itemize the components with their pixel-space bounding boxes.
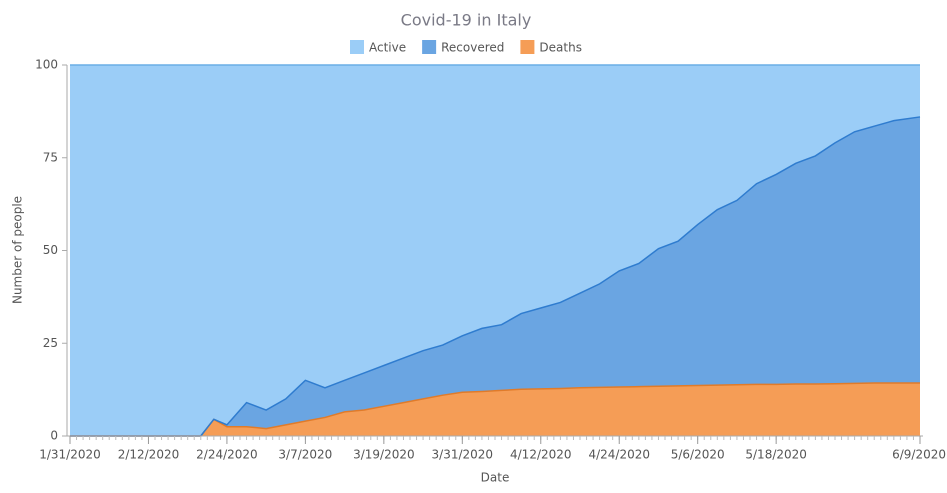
area-fill [70, 116, 920, 436]
legend-swatch [422, 40, 437, 54]
legend-label: Deaths [539, 41, 582, 55]
legend-swatch [520, 40, 535, 54]
x-tick-label: 2/24/2020 [196, 448, 258, 462]
legend-label: Recovered [441, 41, 504, 55]
area-line [70, 116, 921, 437]
chart-title: Covid-19 in Italy [401, 11, 532, 30]
x-tick-label: 3/19/2020 [353, 448, 415, 462]
x-tick-label: 2/12/2020 [118, 448, 180, 462]
x-tick-label: 4/24/2020 [588, 448, 650, 462]
legend-swatch [350, 40, 364, 54]
y-tick-label: 75 [43, 150, 58, 164]
area-fill [70, 65, 920, 436]
x-axis-label: Date [481, 471, 510, 485]
axes: 0 25 50 75 100 1/31/2020 2/12/2020 2/24/2020 3/7… [35, 58, 946, 462]
y-tick-label: 100 [35, 58, 58, 72]
y-axis-label: Number of people [11, 196, 25, 304]
x-tick-label: 3/7/2020 [278, 448, 332, 462]
plot-area [70, 64, 921, 437]
x-tick-label: 5/18/2020 [745, 448, 807, 462]
y-tick-label: 25 [43, 336, 58, 350]
x-tick-label: 3/31/2020 [432, 448, 494, 462]
y-tick-label: 0 [50, 429, 58, 443]
legend: Active Recovered Deaths [350, 40, 582, 55]
area-line [70, 382, 920, 437]
x-tick-label: 5/6/2020 [671, 448, 725, 462]
legend-label: Active [369, 41, 406, 55]
y-tick-label: 50 [43, 243, 58, 257]
area-fill [70, 382, 920, 436]
x-tick-label: 6/9/2020 [892, 448, 946, 462]
x-tick-label: 4/12/2020 [510, 448, 572, 462]
x-tick-label: 1/31/2020 [39, 448, 101, 462]
